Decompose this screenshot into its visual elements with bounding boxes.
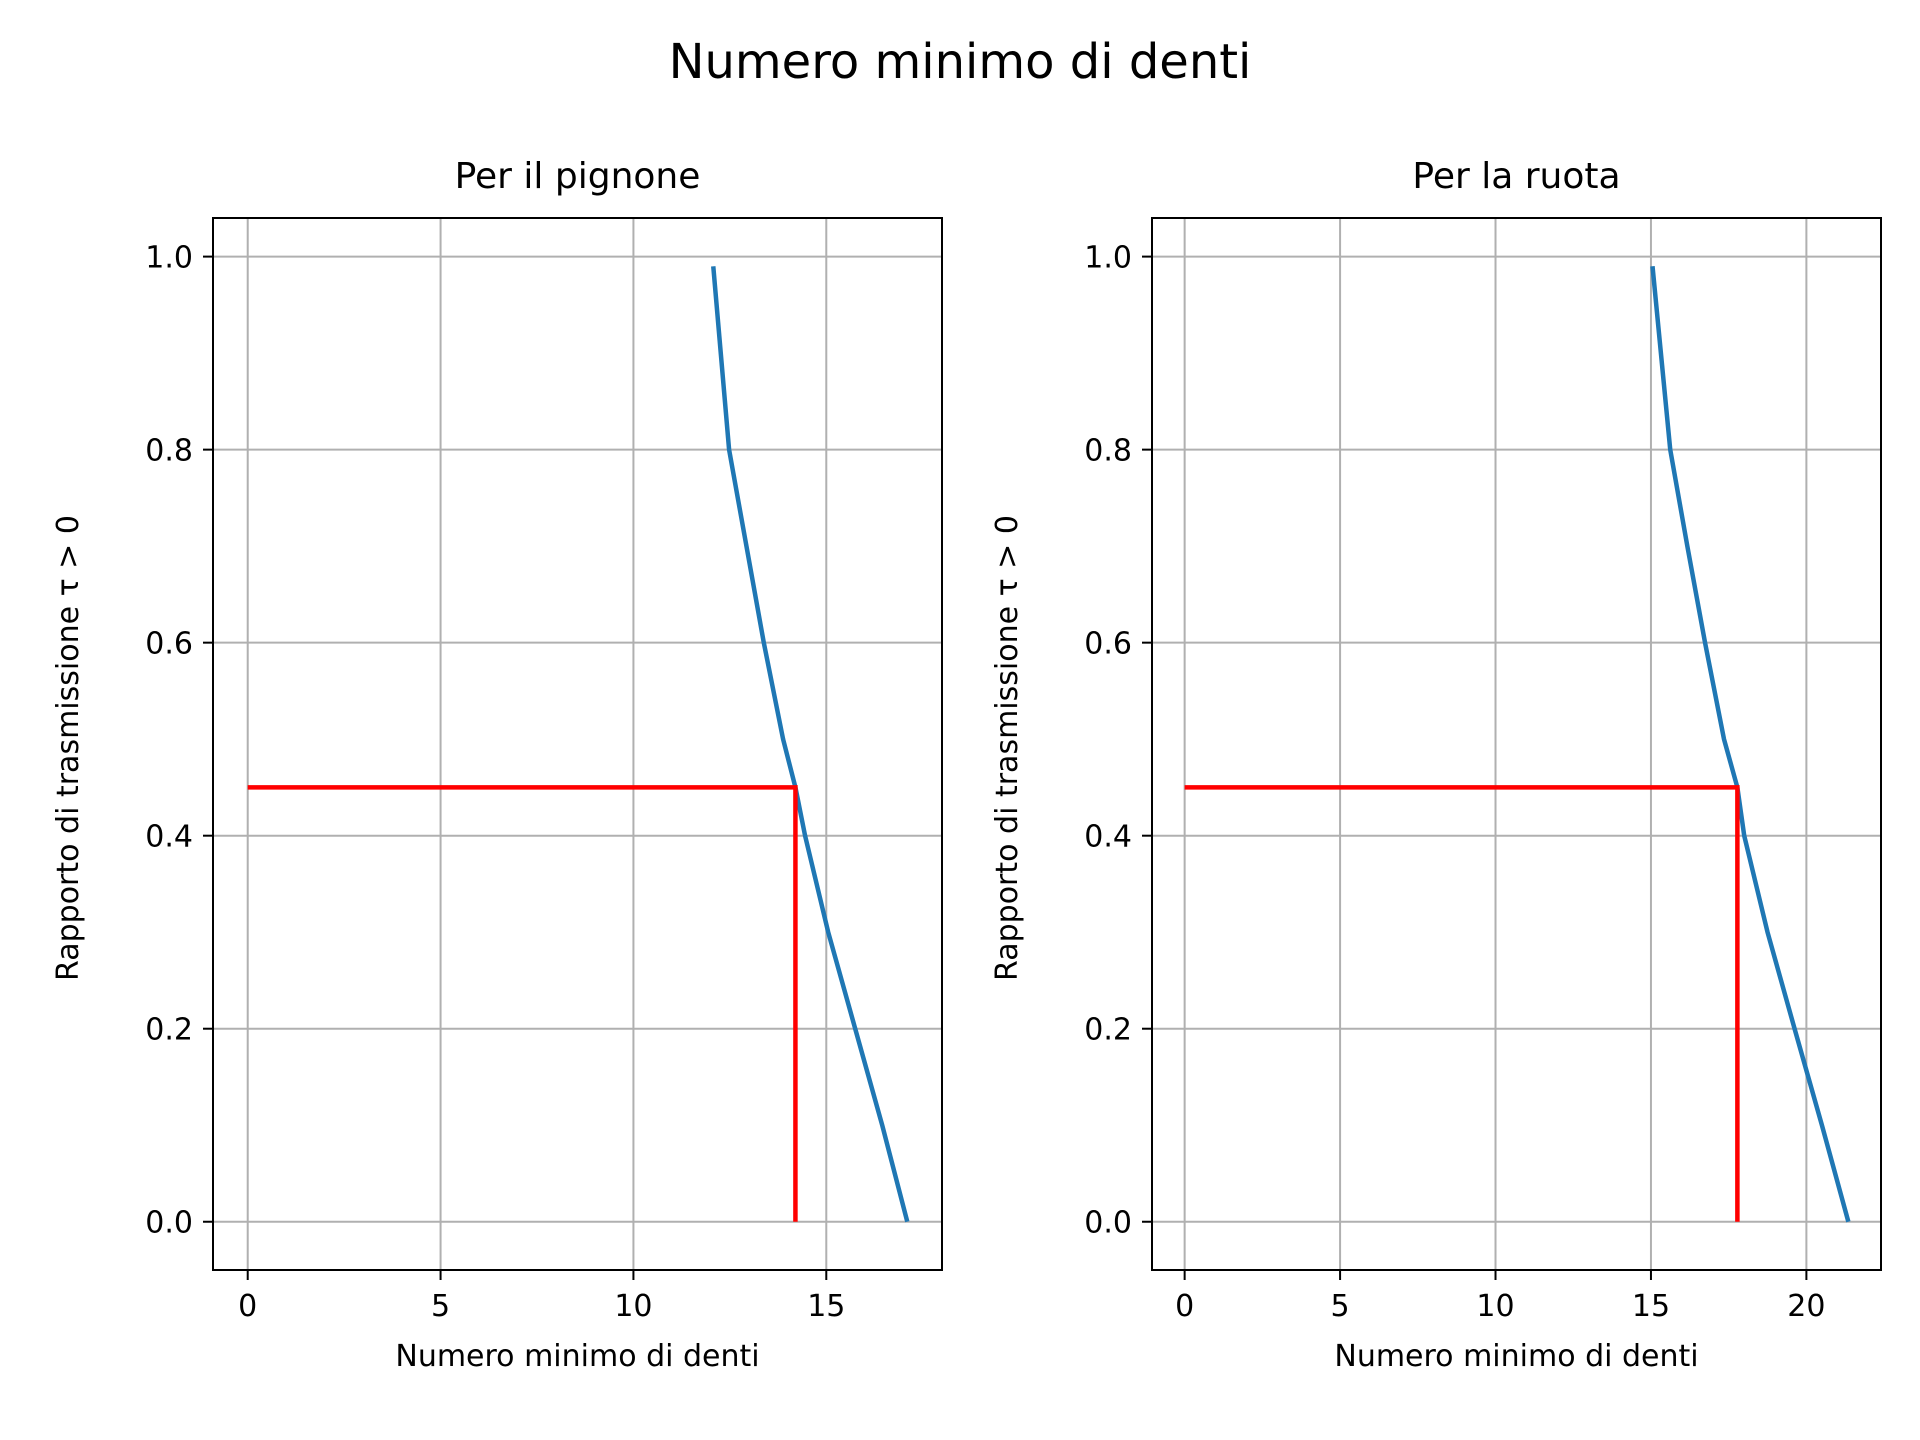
marker-line — [1184, 785, 1740, 1222]
panel-title-pignone: Per il pignone — [455, 156, 701, 197]
y-tick-label: 0.6 — [145, 627, 193, 662]
x-tick-label: 0 — [1175, 1289, 1194, 1324]
y-tick-label: 0.8 — [1084, 434, 1132, 469]
x-axis-label: Numero minimo di denti — [1334, 1339, 1698, 1374]
x-tick-label: 15 — [1632, 1289, 1670, 1324]
y-tick-label: 0.0 — [145, 1206, 193, 1241]
chart-panel-ruota: 0 5 10 15 20 0.0 0.2 0.4 0.6 0.8 1.0 Per la ruota Nu… — [990, 156, 1882, 1374]
axes-frame — [1151, 217, 1882, 1271]
y-tick-label: 0.2 — [1084, 1013, 1132, 1048]
chart-panel-pignone: 0 5 10 15 0.0 0.2 0.4 0.6 0.8 1.0 Per il pignone Nu… — [51, 156, 943, 1374]
y-tick-label: 1.0 — [1084, 241, 1132, 276]
x-tick-label: 5 — [431, 1289, 450, 1324]
x-tick-label: 20 — [1787, 1289, 1825, 1324]
y-tick-label: 0.4 — [1084, 820, 1132, 855]
y-tick-label: 0.8 — [145, 434, 193, 469]
panel-title-ruota: Per la ruota — [1412, 156, 1620, 197]
x-tick-label: 10 — [614, 1289, 652, 1324]
y-tick-label: 0.2 — [145, 1013, 193, 1048]
y-axis-label: Rapporto di trasmissione τ > 0 — [990, 515, 1025, 981]
y-tick-label: 0.0 — [1084, 1206, 1132, 1241]
y-tick-label: 1.0 — [145, 241, 193, 276]
figure-title: Numero minimo di denti — [669, 34, 1252, 90]
y-tick-label: 0.4 — [145, 820, 193, 855]
x-tick-label: 15 — [807, 1289, 845, 1324]
marker-line — [247, 785, 798, 1222]
y-tick-label: 0.6 — [1084, 627, 1132, 662]
x-tick-label: 5 — [1331, 1289, 1350, 1324]
x-tick-label: 0 — [238, 1289, 257, 1324]
x-axis-label: Numero minimo di denti — [395, 1339, 759, 1374]
axes-frame — [212, 217, 943, 1271]
y-axis-label: Rapporto di trasmissione τ > 0 — [51, 515, 86, 981]
x-tick-label: 10 — [1476, 1289, 1514, 1324]
